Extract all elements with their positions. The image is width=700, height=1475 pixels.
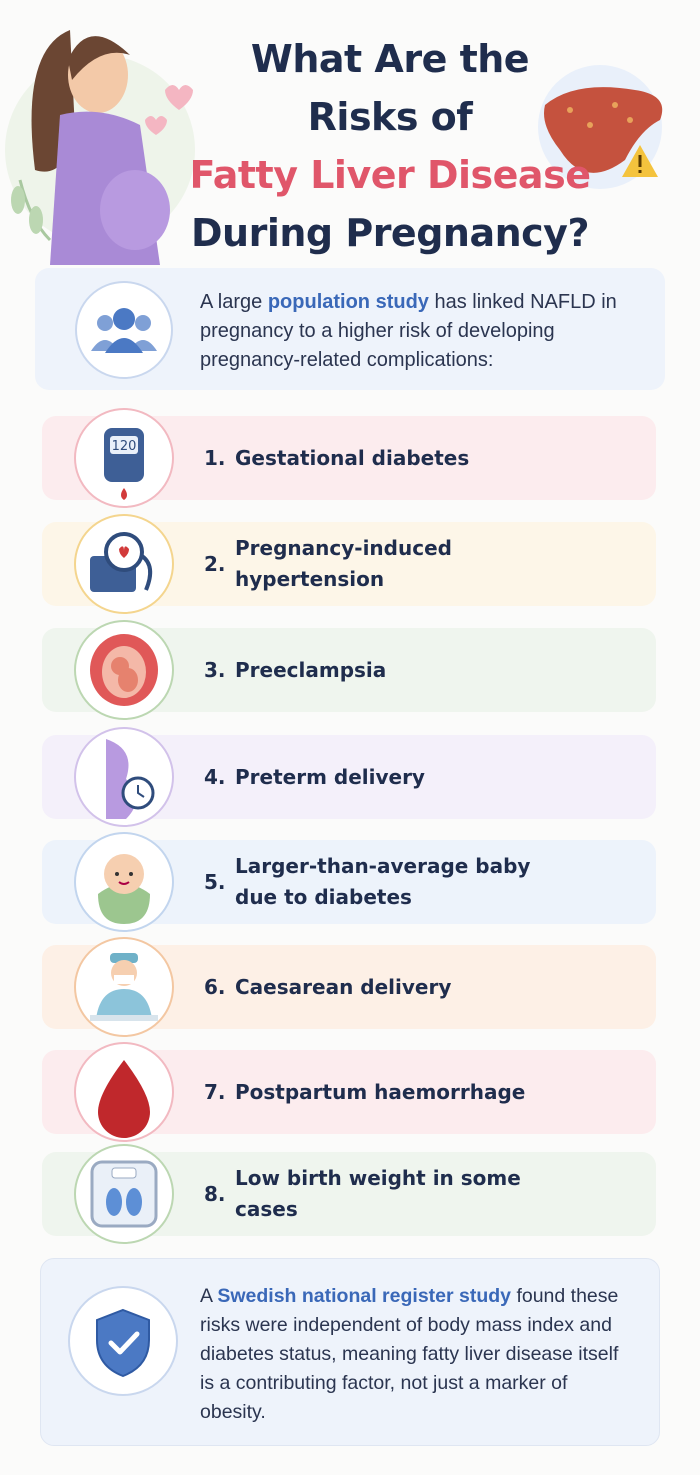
risk-number: 5. [204, 870, 226, 894]
icon-circle [74, 1042, 174, 1142]
title: What Are the Risks of Fatty Liver Diseas… [180, 30, 600, 262]
risk-item: 5. Larger-than-average baby due to diabet… [42, 832, 656, 932]
risk-item: 6. Caesarean delivery [42, 937, 656, 1037]
risk-number: 1. [204, 446, 226, 470]
risk-icon [90, 532, 153, 592]
risk-label: Caesarean delivery [235, 974, 452, 999]
risk-text: 6. Caesarean delivery [204, 945, 535, 1029]
risk-item: 7. Postpartum haemorrhage [42, 1042, 656, 1142]
risk-text: 4. Preterm delivery [204, 735, 535, 819]
risk-icon [90, 953, 158, 1021]
risk-item: 4. Preterm delivery [42, 727, 656, 827]
risk-item: 8. Low birth weight in some cases [42, 1144, 656, 1244]
people-icon [91, 308, 157, 353]
footer-highlight: Swedish national register study [217, 1285, 512, 1307]
icon-circle [74, 832, 174, 932]
icon-circle [68, 1286, 178, 1396]
risk-label: Preterm delivery [235, 764, 425, 789]
risk-text: 5. Larger-than-average baby due to diabet… [204, 840, 535, 924]
risk-label: Larger-than-average baby due to diabetes [235, 854, 531, 909]
risk-icon [98, 1060, 150, 1138]
risk-label: Pregnancy-induced hypertension [235, 536, 452, 591]
risk-icon: 120 [104, 428, 144, 500]
risk-label: Gestational diabetes [235, 445, 470, 470]
footer-text-part: found these risks were independent of bo… [200, 1285, 619, 1423]
risk-icon [90, 634, 158, 706]
risk-item: 2. Pregnancy-induced hypertension [42, 514, 656, 614]
icon-circle [74, 937, 174, 1037]
risk-icon [106, 739, 155, 819]
icon-circle [74, 620, 174, 720]
risk-item: 120 1. Gestational diabetes [42, 408, 656, 508]
shield-icon [96, 1308, 150, 1378]
risk-number: 6. [204, 975, 226, 999]
title-highlight: Fatty Liver Disease [189, 153, 591, 197]
icon-circle: 120 [74, 408, 174, 508]
icon-text: 120 [112, 439, 137, 454]
risk-text: 1. Gestational diabetes [204, 416, 535, 500]
intro-text-part: has linked NAFLD in pregnancy to a highe… [200, 291, 617, 371]
footer-text-part: A [200, 1285, 212, 1307]
risk-icon [90, 1160, 158, 1228]
risk-text: 3. Preeclampsia [204, 628, 535, 712]
icon-circle [74, 727, 174, 827]
risk-text: 8. Low birth weight in some cases [204, 1152, 535, 1236]
liver-illustration [538, 65, 663, 189]
intro-highlight: population study [267, 291, 429, 313]
icon-circle [74, 514, 174, 614]
intro-text: A large population study has linked NAFL… [200, 288, 620, 375]
risk-label: Postpartum haemorrhage [235, 1079, 526, 1104]
title-line: Risks of [307, 95, 473, 139]
icon-circle [74, 1144, 174, 1244]
risk-label: Low birth weight in some cases [235, 1166, 521, 1221]
risk-number: 8. [204, 1182, 226, 1206]
pregnant-woman-illustration [5, 30, 195, 265]
risk-item: 3. Preeclampsia [42, 620, 656, 720]
risk-number: 7. [204, 1080, 226, 1104]
risk-text: 7. Postpartum haemorrhage [204, 1050, 535, 1134]
risk-number: 2. [204, 552, 226, 576]
risk-label: Preeclampsia [235, 657, 387, 682]
icon-circle [75, 281, 173, 379]
risk-number: 3. [204, 658, 226, 682]
title-line: What Are the [250, 37, 530, 81]
title-line: During Pregnancy? [191, 211, 590, 255]
intro-text-part: A large [200, 291, 263, 313]
risk-text: 2. Pregnancy-induced hypertension [204, 522, 535, 606]
risk-icon [98, 854, 150, 924]
risk-number: 4. [204, 765, 226, 789]
footer-text: A Swedish national register study found … [200, 1282, 620, 1427]
